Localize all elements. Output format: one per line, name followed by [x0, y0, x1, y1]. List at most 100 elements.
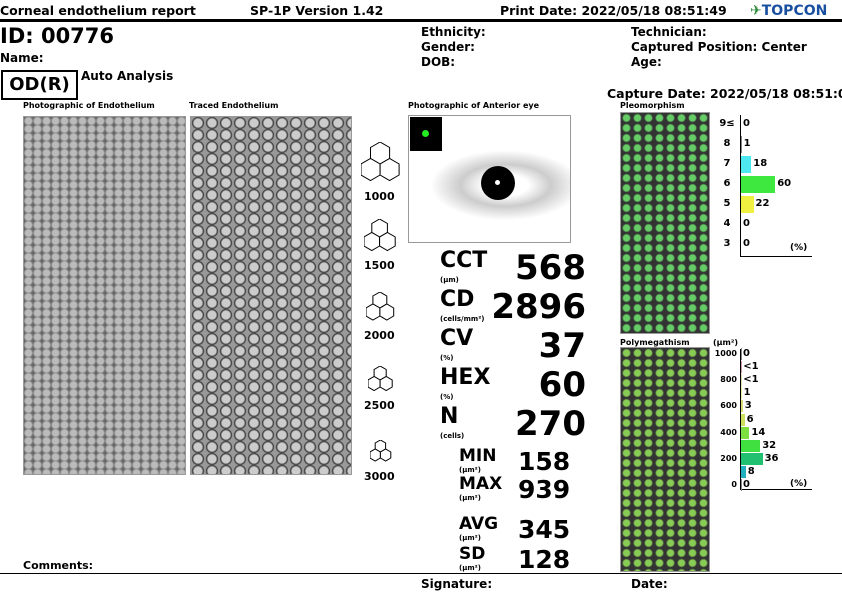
poly-bar — [741, 413, 745, 426]
poly-bar — [741, 387, 742, 400]
metric-value: 568 — [515, 248, 586, 288]
pleo-value: 60 — [777, 178, 792, 189]
poly-unit: (%) — [790, 479, 808, 489]
fixation-target-icon — [410, 117, 442, 151]
poly-value: 0 — [743, 479, 750, 490]
pleo-label: Pleomorphism — [620, 101, 685, 110]
metric-value: 270 — [515, 404, 586, 444]
density-label: 1500 — [364, 259, 395, 272]
metric-unit: (cells) — [440, 432, 465, 440]
poly-value: 32 — [762, 439, 777, 451]
pleo-category: 4 — [723, 218, 731, 229]
pleomorphism-image — [620, 112, 710, 334]
capture-date: Capture Date: 2022/05/18 08:51:00 — [607, 86, 842, 101]
print-date: Print Date: 2022/05/18 08:51:49 — [500, 3, 727, 18]
poly-bar — [741, 348, 742, 360]
pleo-unit: (%) — [790, 243, 808, 253]
pleo-category: 6 — [723, 178, 731, 189]
metric-label: CD — [440, 287, 475, 312]
patient-id: ID: 00776 — [0, 24, 115, 48]
eye-badge: OD(R) — [1, 70, 78, 100]
poly-y-tick: 200 — [720, 453, 737, 463]
pleo-category: 9≤ — [719, 118, 735, 129]
poly-value: 0 — [743, 348, 750, 359]
pleo-bar — [741, 156, 752, 173]
poly-bar — [741, 465, 746, 478]
pleo-category: 8 — [723, 138, 731, 149]
poly-value: 36 — [764, 452, 779, 464]
poly-value: 14 — [751, 426, 766, 438]
poly-y-tick: 600 — [720, 401, 737, 411]
version: SP-1P Version 1.42 — [250, 3, 384, 18]
poly-bar — [741, 439, 761, 452]
poly-y-tick: 1000 — [714, 349, 737, 358]
density-label: 2000 — [364, 329, 395, 342]
metric-unit: (μm) — [440, 276, 459, 284]
pleo-category: 3 — [723, 238, 731, 249]
photo-label: Photographic of Endothelium — [23, 101, 155, 110]
poly-y-tick: 0 — [731, 480, 737, 489]
endothelium-photo — [23, 116, 186, 475]
area-metric-value: 128 — [518, 545, 571, 574]
area-metric-value: 345 — [518, 515, 571, 544]
poly-label: Polymegathism — [620, 338, 690, 347]
poly-bar — [741, 374, 742, 387]
header-divider — [0, 19, 842, 22]
area-metric-value: 939 — [518, 475, 571, 504]
area-metric-label: MAX — [459, 474, 503, 494]
pleo-baseline — [740, 256, 812, 257]
poly-bar — [741, 452, 763, 465]
poly-value: <1 — [743, 374, 759, 386]
analysis-mode: Auto Analysis — [81, 69, 174, 83]
metric-label: CCT — [440, 248, 488, 273]
density-label: 1000 — [364, 190, 395, 203]
polymegathism-image — [620, 347, 710, 572]
area-metric-label: AVG — [459, 514, 499, 534]
hexagon-density-icon — [369, 440, 391, 462]
footer-divider — [0, 573, 842, 574]
pleo-value: 0 — [743, 238, 750, 249]
area-metric-unit: (μm²) — [459, 494, 481, 502]
metric-unit: (%) — [440, 393, 454, 401]
metric-label: HEX — [440, 365, 491, 390]
area-metric-unit: (μm²) — [459, 534, 481, 542]
signature-label: Signature: — [421, 577, 493, 591]
technician-label: Technician: — [631, 25, 707, 39]
poly-value: <1 — [743, 361, 759, 373]
hexagon-density-icon — [364, 218, 397, 251]
metric-unit: (cells/mm²) — [440, 315, 485, 323]
area-metric-value: 158 — [518, 447, 571, 476]
hexagon-density-icon — [360, 142, 400, 182]
hexagon-density-icon — [366, 292, 395, 321]
anterior-eye-photo — [408, 115, 571, 243]
area-metric-label: MIN — [459, 446, 497, 466]
dob-label: DOB: — [421, 55, 456, 69]
metric-value: 37 — [538, 326, 586, 366]
pleo-bar — [741, 136, 742, 153]
pupil — [481, 166, 515, 200]
pleo-value: 22 — [755, 198, 770, 209]
age-label: Age: — [631, 55, 662, 69]
pleo-value: 1 — [743, 138, 751, 149]
topcon-logo: ✈TOPCON — [750, 3, 828, 19]
poly-y-tick: 800 — [720, 375, 737, 385]
pleo-value: 0 — [743, 118, 750, 129]
area-metric-unit: (μm²) — [459, 466, 481, 474]
poly-bar — [741, 479, 742, 491]
pleo-axis — [740, 115, 741, 257]
metric-label: N — [440, 404, 459, 429]
poly-value: 1 — [743, 387, 751, 399]
poly-bar — [741, 426, 750, 439]
pleo-value: 18 — [753, 158, 768, 169]
area-metric-label: SD — [459, 544, 486, 564]
ethnicity-label: Ethnicity: — [421, 25, 486, 39]
comments-label: Comments: — [23, 559, 94, 572]
report-title: Corneal endothelium report — [0, 3, 196, 18]
pleo-bar — [741, 176, 776, 193]
pleo-category: 5 — [723, 198, 731, 209]
poly-value: 3 — [744, 400, 752, 412]
metric-unit: (%) — [440, 354, 454, 362]
poly-value: 6 — [746, 413, 754, 425]
density-label: 2500 — [364, 399, 395, 412]
poly-value: 8 — [747, 465, 755, 477]
